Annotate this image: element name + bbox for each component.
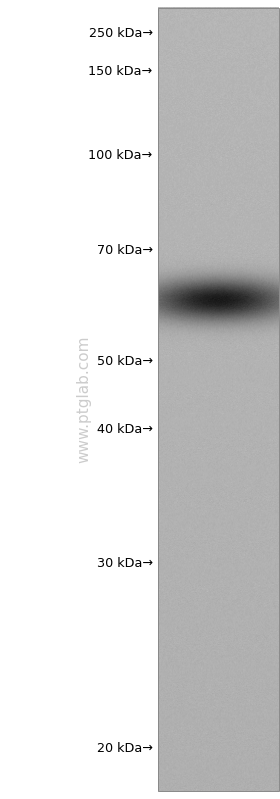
Text: 20 kDa→: 20 kDa→ <box>97 742 153 755</box>
Text: 50 kDa→: 50 kDa→ <box>97 355 153 368</box>
Bar <box>158 8 279 791</box>
Text: 30 kDa→: 30 kDa→ <box>97 557 153 570</box>
Text: 250 kDa→: 250 kDa→ <box>88 27 153 40</box>
Text: 100 kDa→: 100 kDa→ <box>88 149 153 162</box>
Text: 70 kDa→: 70 kDa→ <box>97 244 153 256</box>
Text: www.ptglab.com: www.ptglab.com <box>76 336 92 463</box>
Text: 40 kDa→: 40 kDa→ <box>97 423 153 436</box>
Text: 150 kDa→: 150 kDa→ <box>88 66 153 78</box>
